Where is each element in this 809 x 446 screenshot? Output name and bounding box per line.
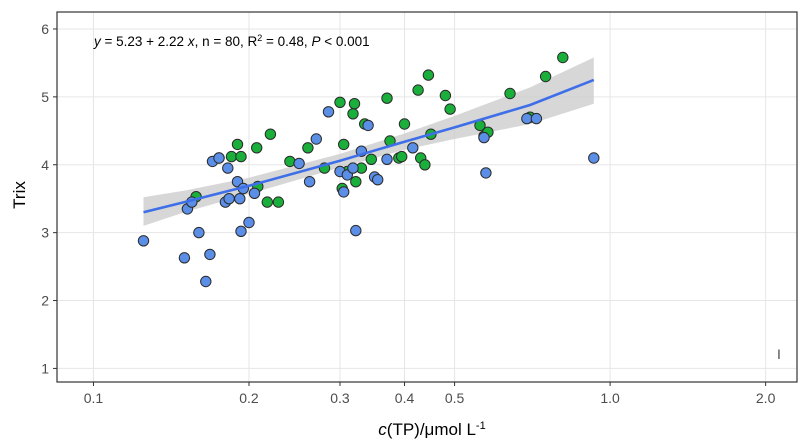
green-data-point <box>350 176 362 188</box>
green-data-point <box>412 84 424 96</box>
blue-data-point <box>223 193 235 205</box>
green-data-point <box>284 155 296 168</box>
blue-data-point <box>303 176 316 188</box>
green-data-point <box>381 92 393 104</box>
blue-data-point <box>347 162 359 174</box>
y-tick-label: 3 <box>41 225 49 241</box>
y-tick-label: 5 <box>41 89 49 105</box>
blue-data-point <box>235 225 247 238</box>
blue-data-point <box>234 193 246 205</box>
blue-data-point <box>222 162 234 174</box>
blue-data-point <box>243 216 255 229</box>
green-data-point <box>504 87 516 100</box>
green-data-point <box>398 118 411 130</box>
confidence-band <box>143 57 594 226</box>
blue-data-point <box>381 153 393 166</box>
green-data-point <box>225 150 238 163</box>
y-axis-title: Trix <box>10 181 29 209</box>
blue-data-point <box>248 187 261 200</box>
y-tick-label: 6 <box>41 21 49 37</box>
green-data-point <box>422 69 435 81</box>
y-tick-labels: 1 2 3 4 5 6 <box>41 21 57 376</box>
green-data-point <box>302 142 314 154</box>
blue-data-point <box>530 112 543 125</box>
x-tick-label: 0.4 <box>395 390 415 406</box>
green-data-point <box>264 128 277 140</box>
blue-data-point <box>350 224 362 237</box>
x-tick-label: 0.2 <box>239 390 259 406</box>
blue-data-point <box>338 186 350 198</box>
green-data-point <box>365 153 377 166</box>
blue-data-point <box>407 142 419 154</box>
blue-data-point <box>193 226 205 239</box>
green-data-point <box>444 103 456 115</box>
corner-mark: I <box>777 346 781 362</box>
y-tick-label: 2 <box>41 293 49 309</box>
x-tick-label: 0.5 <box>445 390 465 406</box>
regression-annotation: y = 5.23 + 2.22 x, n = 80, R2 = 0.48, P … <box>93 33 370 49</box>
x-tick-label: 1.0 <box>600 390 620 406</box>
x-tick-label: 2.0 <box>756 390 776 406</box>
green-data-point <box>251 142 263 154</box>
green-data-point <box>396 150 408 163</box>
y-tick-label: 1 <box>41 360 49 376</box>
green-data-point <box>235 150 247 163</box>
blue-data-point <box>178 252 191 264</box>
green-data-point <box>272 196 285 208</box>
blue-data-point <box>480 167 492 179</box>
green-data-point <box>338 138 350 151</box>
green-data-point <box>348 98 361 110</box>
blue-data-point <box>588 152 600 164</box>
regression-line <box>143 78 595 214</box>
blue-data-point <box>213 152 225 164</box>
y-tick-label: 4 <box>41 157 49 173</box>
blue-data-point <box>204 248 216 261</box>
blue-data-point <box>372 174 384 186</box>
green-data-point <box>419 159 431 171</box>
green-data-point <box>557 51 569 64</box>
green-data-point <box>539 70 552 83</box>
blue-data-point <box>478 131 490 144</box>
data-points <box>137 51 600 288</box>
x-tick-label: 0.3 <box>330 390 350 406</box>
green-data-point <box>334 96 346 109</box>
blue-data-point <box>322 106 335 118</box>
x-axis-title: c(TP)/μmol L-1 <box>378 420 485 439</box>
blue-data-point <box>310 133 322 145</box>
green-data-point <box>261 196 273 208</box>
green-data-point <box>347 108 359 120</box>
green-data-point <box>231 138 244 151</box>
blue-data-point <box>200 275 212 288</box>
blue-data-point <box>521 112 533 125</box>
green-data-point <box>439 89 452 102</box>
x-tick-label: 0.1 <box>84 390 104 406</box>
blue-data-point <box>293 157 305 170</box>
blue-data-point <box>362 119 374 132</box>
x-tick-labels: 0.1 0.2 0.3 0.4 0.5 1.0 2.0 <box>84 382 776 406</box>
grid <box>57 12 797 382</box>
panel-border <box>56 11 798 383</box>
blue-data-point <box>137 235 150 247</box>
